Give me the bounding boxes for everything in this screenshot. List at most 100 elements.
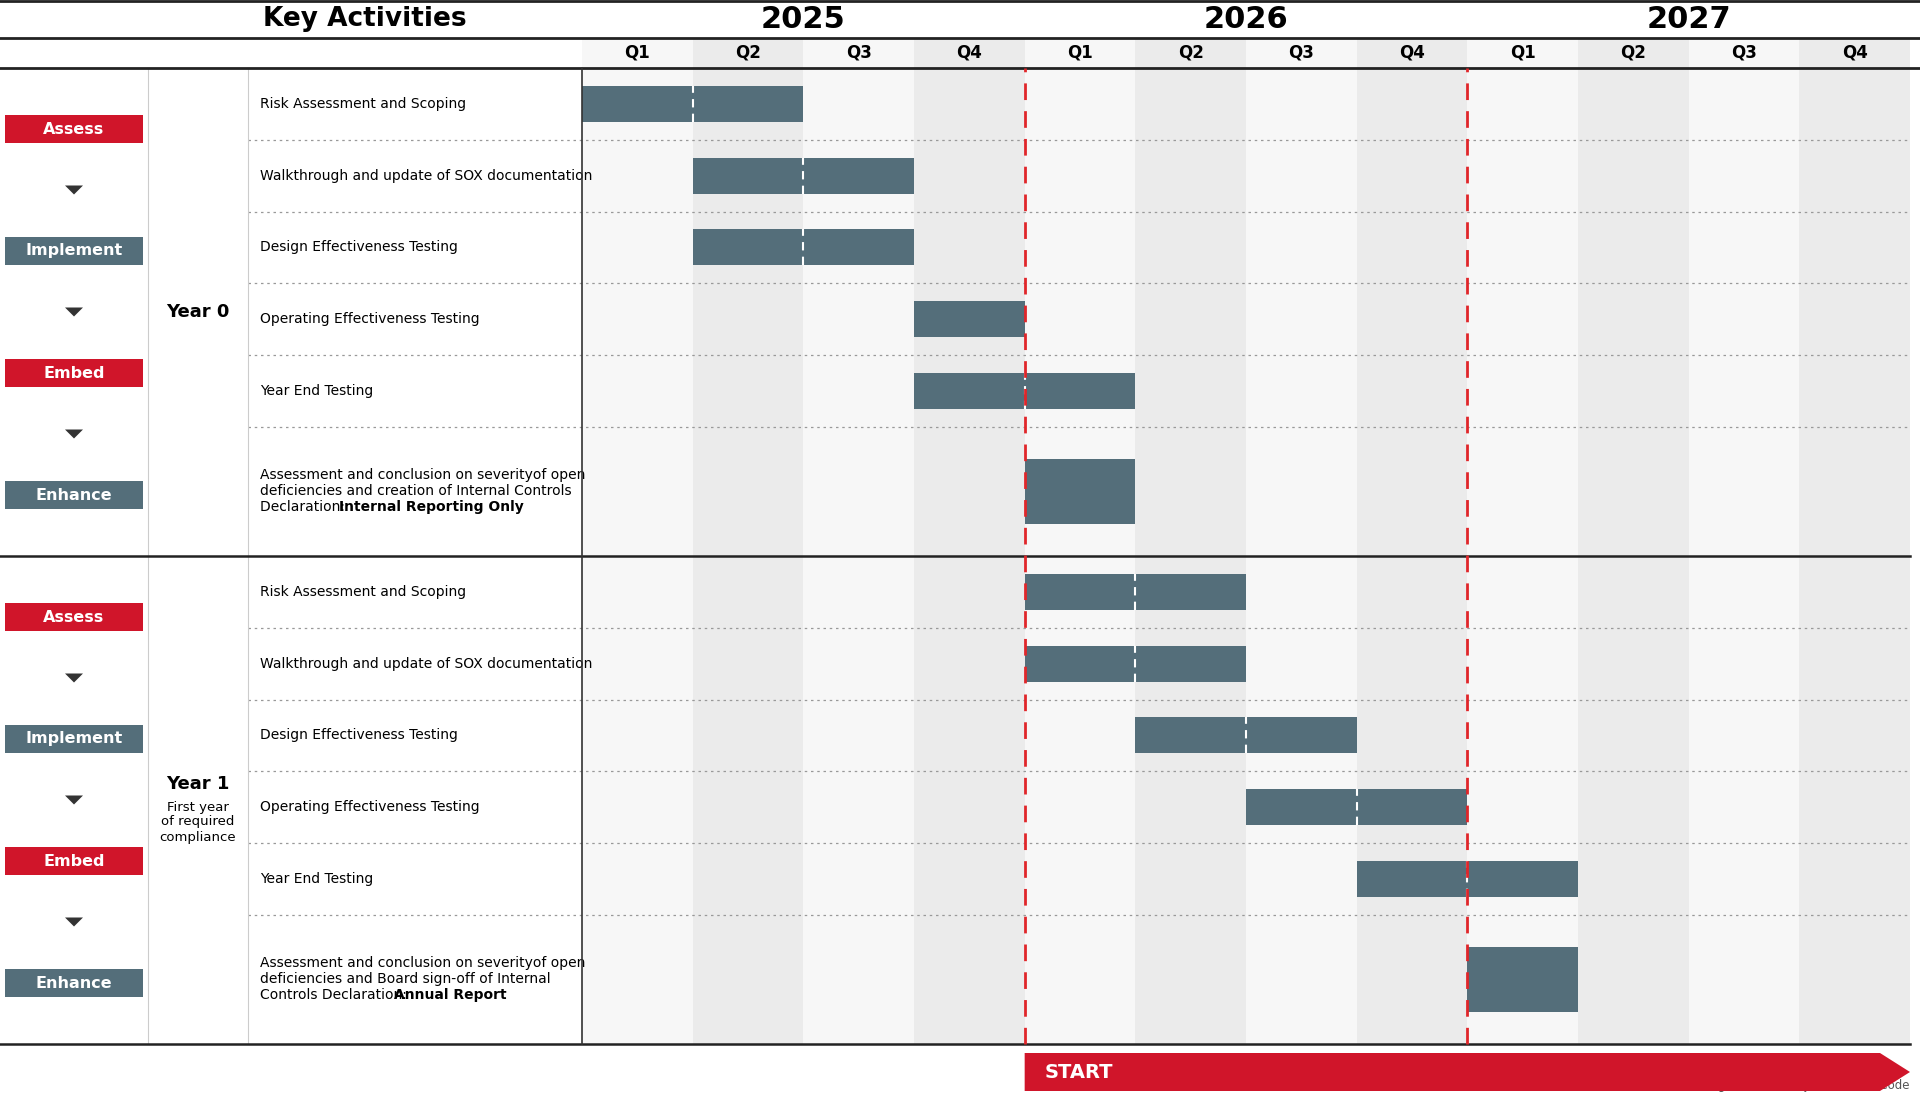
Text: Assess: Assess	[44, 121, 104, 137]
Text: Embed: Embed	[44, 365, 106, 381]
Text: START: START	[1044, 1062, 1114, 1082]
Bar	[1135, 0, 1246, 38]
Bar	[1690, 38, 1799, 68]
Text: Enhance: Enhance	[36, 976, 111, 990]
Bar	[1799, 38, 1910, 68]
Bar	[803, 0, 914, 38]
Bar	[1025, 0, 1135, 38]
Bar	[1799, 68, 1910, 1044]
Text: Declaration:: Declaration:	[259, 500, 349, 514]
Bar	[1467, 38, 1578, 68]
Polygon shape	[1025, 1053, 1910, 1091]
Bar	[1690, 68, 1799, 1044]
Text: Q2: Q2	[735, 44, 760, 62]
Bar	[1357, 861, 1578, 896]
Bar	[1135, 718, 1357, 753]
Bar	[693, 68, 803, 1044]
Text: deficiencies and Board sign-off of Internal: deficiencies and Board sign-off of Inter…	[259, 973, 551, 986]
Bar	[1246, 789, 1467, 825]
Text: Implement: Implement	[25, 732, 123, 746]
Text: Q2: Q2	[1177, 44, 1204, 62]
Text: Year 1: Year 1	[167, 775, 230, 793]
Bar	[693, 230, 914, 265]
Bar	[1025, 459, 1135, 523]
Polygon shape	[65, 673, 83, 682]
Bar	[1799, 0, 1910, 38]
Text: Operating Effectiveness Testing: Operating Effectiveness Testing	[259, 800, 480, 814]
Text: Risk Assessment and Scoping: Risk Assessment and Scoping	[259, 97, 467, 110]
Text: Walkthrough and update of SOX documentation: Walkthrough and update of SOX documentat…	[259, 169, 593, 182]
Bar	[6, 359, 142, 388]
Text: Q1: Q1	[1068, 44, 1092, 62]
Bar	[1135, 38, 1246, 68]
Text: 2025: 2025	[760, 4, 845, 33]
Text: Enhance: Enhance	[36, 488, 111, 502]
Text: Organisation subject to 2024 Code: Organisation subject to 2024 Code	[1705, 1079, 1910, 1092]
Polygon shape	[65, 308, 83, 317]
Text: First year
of required
compliance: First year of required compliance	[159, 800, 236, 843]
Text: Embed: Embed	[44, 853, 106, 869]
Bar	[6, 237, 142, 265]
Bar	[0, 38, 582, 68]
Polygon shape	[65, 185, 83, 194]
Bar	[582, 68, 693, 1044]
Bar	[1025, 574, 1246, 609]
Text: Q1: Q1	[1509, 44, 1536, 62]
Text: Q4: Q4	[956, 44, 983, 62]
Text: Year End Testing: Year End Testing	[259, 872, 372, 885]
Bar	[1135, 68, 1246, 1044]
Bar	[1246, 68, 1357, 1044]
Bar	[6, 115, 142, 144]
Text: Controls Declaration:: Controls Declaration:	[259, 988, 411, 1002]
Text: Design Effectiveness Testing: Design Effectiveness Testing	[259, 729, 457, 742]
Bar	[1578, 0, 1690, 38]
Bar	[803, 68, 914, 1044]
Text: Q3: Q3	[1288, 44, 1315, 62]
Bar	[6, 481, 142, 509]
Text: Q2: Q2	[1620, 44, 1645, 62]
Bar	[693, 158, 914, 193]
Text: Q3: Q3	[845, 44, 872, 62]
Bar	[1578, 38, 1690, 68]
Bar	[1357, 68, 1467, 1044]
Polygon shape	[65, 429, 83, 438]
Text: Assessment and conclusion on severityof open: Assessment and conclusion on severityof …	[259, 468, 586, 482]
Bar	[693, 0, 803, 38]
Text: Controls Declaration:: Controls Declaration:	[259, 988, 411, 1002]
Bar	[803, 38, 914, 68]
Text: Risk Assessment and Scoping: Risk Assessment and Scoping	[259, 585, 467, 598]
Bar	[914, 301, 1025, 337]
Text: Q3: Q3	[1732, 44, 1757, 62]
Bar	[6, 725, 142, 753]
Bar	[582, 38, 693, 68]
Bar	[1025, 646, 1246, 681]
Text: Assessment and conclusion on severityof open: Assessment and conclusion on severityof …	[259, 956, 586, 970]
Text: Q1: Q1	[624, 44, 651, 62]
Bar	[1246, 0, 1357, 38]
Bar	[582, 0, 693, 38]
Bar	[1467, 68, 1578, 1044]
Text: 2026: 2026	[1204, 4, 1288, 33]
Text: Operating Effectiveness Testing: Operating Effectiveness Testing	[259, 312, 480, 326]
Bar	[1025, 68, 1135, 1044]
Text: Assess: Assess	[44, 609, 104, 625]
Bar	[1467, 947, 1578, 1011]
Bar	[1357, 38, 1467, 68]
Text: Design Effectiveness Testing: Design Effectiveness Testing	[259, 241, 457, 254]
Bar	[914, 38, 1025, 68]
Bar	[1357, 0, 1467, 38]
Bar	[914, 68, 1025, 1044]
Bar	[6, 847, 142, 875]
Bar	[6, 603, 142, 631]
Text: deficiencies and creation of Internal Controls: deficiencies and creation of Internal Co…	[259, 485, 572, 498]
Text: Q4: Q4	[1400, 44, 1425, 62]
Bar	[693, 38, 803, 68]
Bar	[6, 969, 142, 997]
Text: Year End Testing: Year End Testing	[259, 384, 372, 397]
Polygon shape	[65, 796, 83, 805]
Bar	[1246, 38, 1357, 68]
Bar	[1690, 0, 1799, 38]
Polygon shape	[65, 917, 83, 926]
Text: Key Activities: Key Activities	[263, 6, 467, 32]
Bar	[914, 0, 1025, 38]
